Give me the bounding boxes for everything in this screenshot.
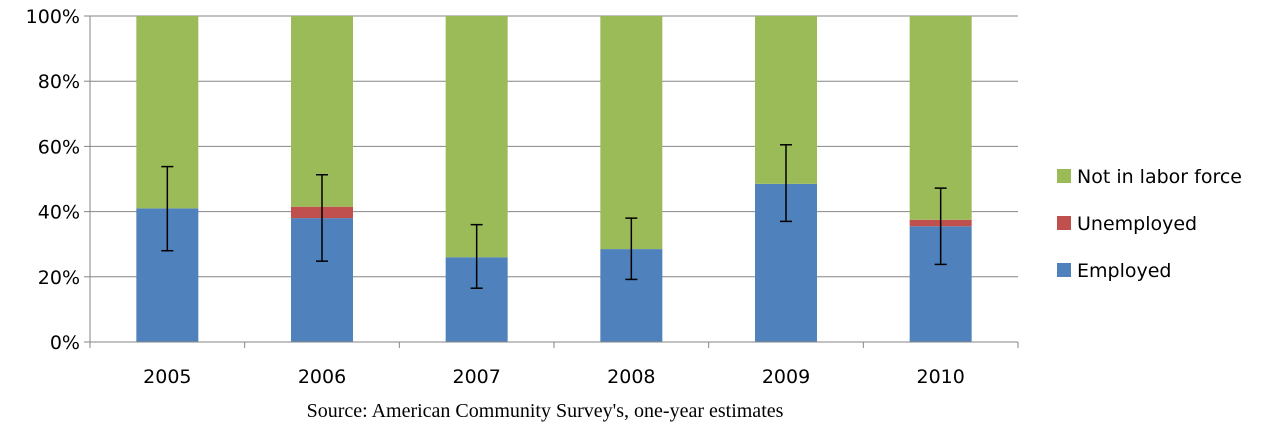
error-bars [161,144,947,289]
axes [84,15,1019,348]
legend-label: Unemployed [1077,213,1197,235]
x-tick-label: 2005 [143,366,191,388]
y-tick-label: 100% [26,6,80,28]
y-tick-label: 80% [38,71,80,93]
source-note: Source: American Community Survey's, one… [307,400,784,422]
x-tick-label: 2008 [607,366,655,388]
legend-label: Employed [1077,260,1171,282]
x-tick-labels: 2005 2006 2007 2008 2009 2010 [143,366,965,388]
x-tick-label: 2007 [452,366,500,388]
gridlines [90,15,1018,278]
y-tick-label: 40% [38,202,80,224]
bar-segment-not-in-labor-force [445,16,508,258]
legend: Not in labor force Unemployed Employed [1057,166,1242,282]
x-tick-label: 2006 [298,366,346,388]
legend-swatch [1057,216,1071,230]
y-tick-labels: 0% 20% 40% 60% 80% 100% [26,6,80,354]
legend-swatch [1057,169,1071,183]
legend-swatch [1057,263,1071,277]
y-tick-label: 0% [50,332,80,354]
x-tick-label: 2009 [762,366,810,388]
bar-segment-not-in-labor-force [909,16,972,220]
legend-label: Not in labor force [1077,166,1242,188]
bar-segment-not-in-labor-force [600,16,663,250]
y-tick-label: 20% [38,267,80,289]
x-tick-label: 2010 [916,366,964,388]
y-tick-label: 60% [38,136,80,158]
bars [136,16,972,342]
